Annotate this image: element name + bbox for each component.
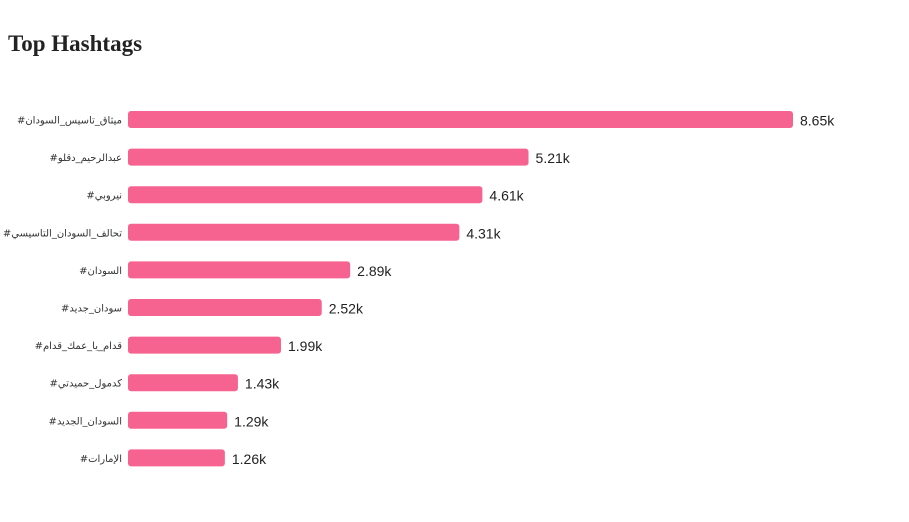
value-label-1: 5.21k — [536, 150, 571, 166]
bar-5 — [128, 299, 322, 316]
bar-9 — [128, 449, 225, 467]
bar-2 — [128, 186, 483, 204]
category-label-0: #ميثاق_تاسيس_السودان — [17, 116, 122, 127]
category-label-9: #الإمارات — [80, 454, 122, 465]
value-label-0: 8.65k — [800, 113, 835, 129]
value-label-7: 1.43k — [245, 376, 280, 392]
category-label-7: #كدمول_حميدتي — [49, 379, 122, 390]
value-label-2: 4.61k — [489, 188, 524, 204]
bar-1 — [128, 148, 529, 166]
value-label-8: 1.29k — [234, 413, 269, 429]
category-label-6: #قدام_يا_عمك_قدام — [35, 341, 123, 352]
category-label-1: #عبدالرحيم_دقلو — [49, 153, 122, 164]
bar-4 — [128, 261, 351, 279]
bar-0 — [128, 111, 793, 128]
value-label-3: 4.31k — [466, 225, 501, 241]
category-label-3: #تحالف_السودان_التاسيسي — [3, 228, 122, 239]
value-label-6: 1.99k — [288, 338, 323, 354]
category-label-8: #السودان_الجديد — [49, 416, 122, 427]
value-label-5: 2.52k — [329, 301, 364, 317]
chart-title: Top Hashtags — [8, 31, 143, 56]
category-label-2: #نيروبي — [86, 191, 122, 202]
value-label-9: 1.26k — [232, 451, 267, 467]
bar-6 — [128, 336, 281, 354]
category-label-5: #سودان_جديد — [61, 304, 122, 315]
bar-3 — [128, 223, 460, 241]
bar-7 — [128, 374, 238, 392]
value-label-4: 2.89k — [357, 263, 392, 279]
category-label-4: #السودان — [79, 266, 122, 277]
bar-8 — [128, 411, 228, 429]
